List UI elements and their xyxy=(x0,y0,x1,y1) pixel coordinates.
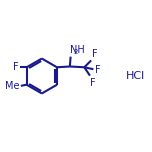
Text: NH: NH xyxy=(70,45,85,55)
Text: F: F xyxy=(92,49,98,59)
Text: HCl: HCl xyxy=(125,71,145,81)
Text: F: F xyxy=(13,62,18,72)
Text: 2: 2 xyxy=(74,49,78,55)
Text: Me: Me xyxy=(5,81,19,91)
Text: F: F xyxy=(90,78,96,88)
Text: F: F xyxy=(95,65,100,74)
